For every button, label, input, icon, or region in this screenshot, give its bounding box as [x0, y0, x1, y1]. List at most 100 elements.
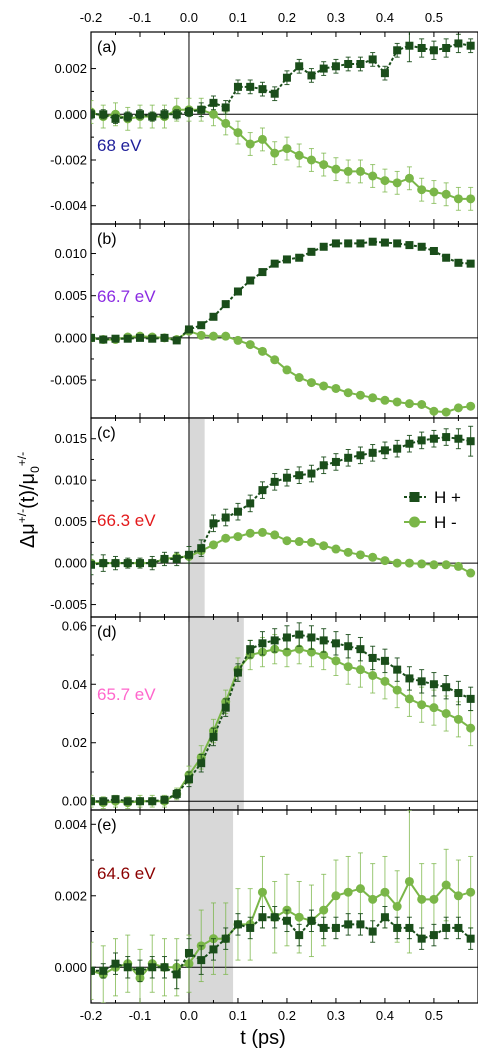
y-tick-label: 0.005 — [54, 514, 87, 529]
top-x-tick-label: 0.4 — [376, 10, 394, 25]
data-point-hminus — [355, 665, 365, 675]
data-point-hplus — [99, 966, 108, 975]
data-point-hplus — [123, 963, 132, 972]
series-line-hminus — [91, 531, 472, 574]
data-point-hminus — [429, 560, 439, 570]
data-point-hminus — [466, 194, 476, 204]
pump-shade — [188, 617, 244, 810]
data-point-hplus — [368, 237, 377, 246]
data-point-hplus — [111, 114, 120, 123]
data-point-hminus — [453, 561, 463, 571]
data-point-hplus — [209, 98, 218, 107]
y-tick-label: 0.002 — [54, 888, 87, 903]
y-tick-label: 0.06 — [62, 618, 87, 633]
data-point-hminus — [270, 530, 280, 540]
series-hplus — [91, 425, 475, 576]
y-tick-label: 0.00 — [62, 794, 87, 809]
panel-label: (d) — [97, 624, 117, 641]
y-tick-label: -0.005 — [50, 597, 87, 612]
data-point-hminus — [417, 185, 427, 195]
data-point-hplus — [99, 110, 108, 119]
data-point-hplus — [466, 437, 475, 446]
data-point-hplus — [380, 913, 389, 922]
data-point-hplus — [380, 446, 389, 455]
data-point-hminus — [270, 355, 280, 365]
data-point-hplus — [135, 110, 144, 119]
bottom-x-tick-label: 0.3 — [327, 1008, 345, 1023]
data-point-hplus — [233, 920, 242, 929]
data-point-hminus — [417, 700, 427, 710]
data-point-hplus — [393, 46, 402, 55]
y-tick-label: -0.004 — [50, 198, 87, 213]
data-point-hplus — [417, 677, 426, 686]
data-point-hplus — [258, 268, 267, 277]
data-point-hplus — [331, 239, 340, 248]
top-x-tick-label: -0.2 — [80, 10, 102, 25]
data-point-hplus — [429, 46, 438, 55]
data-point-hminus — [380, 176, 390, 186]
data-point-hplus — [221, 513, 230, 522]
data-point-hminus — [319, 541, 329, 551]
data-point-hplus — [393, 923, 402, 932]
data-point-hplus — [282, 73, 291, 82]
panel-frame — [90, 223, 478, 419]
data-point-hminus — [294, 644, 304, 654]
data-point-hminus — [306, 647, 316, 657]
data-point-hminus — [331, 891, 341, 901]
data-point-hplus — [454, 39, 463, 48]
data-point-hplus — [246, 499, 255, 508]
data-point-hminus — [453, 194, 463, 204]
data-point-hminus — [233, 128, 243, 138]
data-point-hminus — [245, 340, 255, 350]
data-point-hplus — [356, 239, 365, 248]
data-point-hplus — [270, 477, 279, 486]
data-point-hplus — [270, 636, 279, 645]
data-point-hminus — [233, 335, 243, 345]
data-point-hplus — [454, 923, 463, 932]
data-point-hminus — [368, 670, 378, 680]
data-point-hplus — [405, 439, 414, 448]
series-hplus — [91, 622, 475, 806]
data-point-hplus — [197, 759, 206, 768]
data-point-hminus — [368, 894, 378, 904]
data-point-hminus — [331, 164, 341, 174]
data-point-hplus — [160, 963, 169, 972]
series-line-hminus — [91, 329, 471, 414]
data-point-hplus — [380, 656, 389, 665]
data-point-hplus — [417, 436, 426, 445]
y-tick-label: 0.015 — [54, 431, 87, 446]
y-tick-label: 0.010 — [54, 246, 87, 261]
panel-series — [91, 425, 476, 578]
data-point-hplus — [258, 486, 267, 495]
data-point-hplus — [454, 689, 463, 698]
data-point-hplus — [123, 334, 132, 343]
data-point-hplus — [368, 653, 377, 662]
data-point-hminus — [343, 166, 353, 176]
panel-label: (a) — [97, 39, 117, 56]
data-point-hplus — [160, 333, 169, 342]
data-point-hplus — [442, 683, 451, 692]
data-point-hplus — [295, 471, 304, 480]
data-point-hplus — [466, 934, 475, 943]
data-point-hplus — [442, 923, 451, 932]
panel-d: 0.06 0.04 0.02 0.00 (d) 65.7 eV — [62, 616, 478, 811]
data-point-hplus — [344, 60, 353, 68]
series-line-hplus — [91, 915, 472, 976]
data-point-hplus — [405, 923, 414, 932]
y-axis-title-mid: (t)/μ — [17, 473, 39, 509]
data-point-hplus — [270, 913, 279, 922]
data-point-hminus — [429, 406, 439, 416]
series-line-hplus — [91, 633, 472, 803]
data-point-hplus — [91, 966, 95, 975]
data-point-hplus — [429, 680, 438, 689]
panel-series — [91, 237, 476, 417]
data-point-hminus — [319, 160, 329, 170]
data-point-hplus — [331, 62, 340, 71]
data-point-hminus — [404, 694, 414, 704]
data-point-hplus — [319, 242, 328, 251]
data-point-hplus — [197, 544, 206, 553]
panel-label: (e) — [97, 817, 117, 834]
data-point-hplus — [344, 642, 353, 651]
data-point-hplus — [368, 55, 377, 64]
bottom-x-tick-label: 0.4 — [376, 1008, 394, 1023]
